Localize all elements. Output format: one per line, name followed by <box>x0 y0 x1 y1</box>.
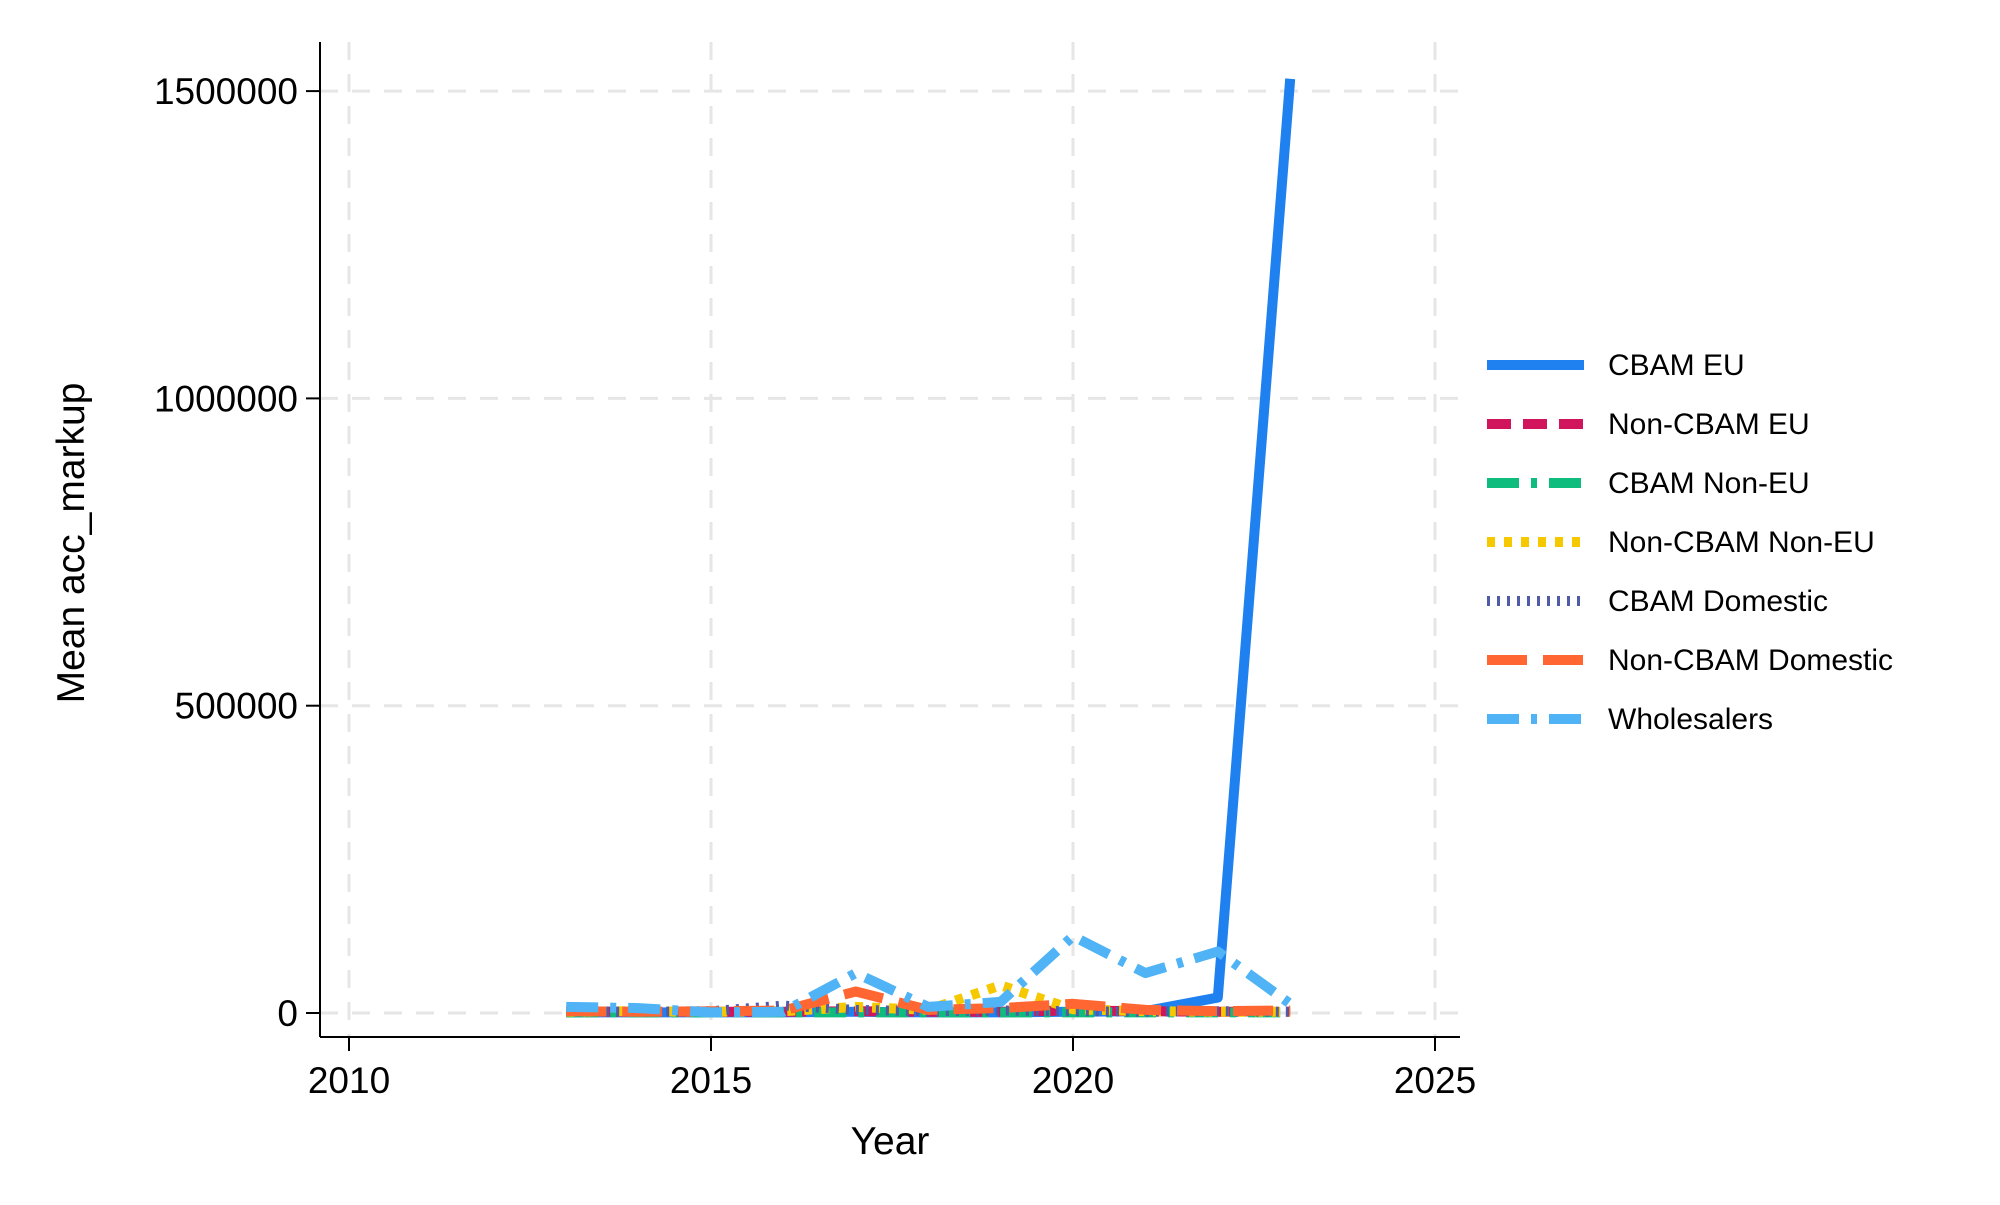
x-tick-label: 2015 <box>670 1060 752 1101</box>
ticks: 2010 2015 2020 2025 0 500000 1000000 1500000 <box>154 71 1476 1101</box>
axes <box>319 42 1460 1038</box>
x-tick-label: 2020 <box>1032 1060 1114 1101</box>
legend-label: Non-CBAM Non-EU <box>1608 526 1875 559</box>
y-tick-label: 0 <box>277 993 298 1034</box>
y-tick-label: 1000000 <box>154 378 298 419</box>
legend-label: CBAM Domestic <box>1608 585 1828 618</box>
series <box>566 78 1296 1018</box>
series-line-cbam-eu <box>566 78 1296 1018</box>
grid <box>320 42 1460 1037</box>
y-axis-title: Mean acc_markup <box>50 383 93 704</box>
legend-label: CBAM Non-EU <box>1608 467 1810 500</box>
y-tick-label: 500000 <box>175 686 298 727</box>
y-tick-label: 1500000 <box>154 71 298 112</box>
x-axis-title: Year <box>851 1120 930 1163</box>
legend-label: Non-CBAM EU <box>1608 408 1810 441</box>
legend-label: Wholesalers <box>1608 703 1773 736</box>
legend: CBAM EU Non-CBAM EU CBAM Non-EU Non-CBAM No… <box>1487 349 1893 736</box>
legend-label: CBAM EU <box>1608 349 1745 382</box>
legend-label: Non-CBAM Domestic <box>1608 644 1893 677</box>
x-tick-label: 2025 <box>1394 1060 1476 1101</box>
series-line-wholesalers <box>566 931 1294 1018</box>
x-tick-label: 2010 <box>308 1060 390 1101</box>
